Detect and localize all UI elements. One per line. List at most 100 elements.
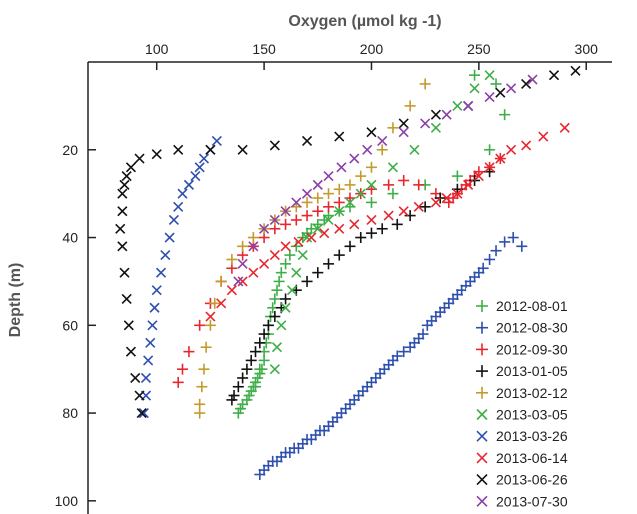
data-point — [190, 171, 201, 182]
data-point — [284, 249, 296, 261]
data-point — [275, 267, 287, 279]
data-point — [258, 354, 270, 366]
data-point — [134, 153, 145, 164]
data-point — [323, 258, 335, 270]
legend-label: 2012-09-30 — [496, 341, 568, 357]
data-point — [469, 69, 481, 81]
y-tick-label: 20 — [62, 142, 78, 158]
data-point — [473, 171, 484, 182]
x-tick-label: 300 — [575, 41, 599, 57]
data-point — [143, 355, 154, 366]
data-point — [398, 118, 409, 129]
data-point — [269, 214, 280, 226]
data-point — [505, 144, 517, 155]
data-point — [301, 232, 313, 243]
data-point — [280, 302, 291, 313]
data-point — [136, 408, 147, 419]
data-point — [419, 78, 431, 90]
series-2013-03-05 — [269, 70, 495, 375]
data-point — [176, 363, 188, 375]
data-point — [301, 135, 313, 147]
data-point — [200, 341, 212, 353]
data-point — [404, 341, 416, 353]
legend-marker — [476, 343, 488, 356]
data-point — [495, 153, 506, 164]
data-point — [441, 109, 452, 120]
data-point — [194, 407, 206, 419]
data-point — [204, 319, 216, 331]
data-point — [398, 206, 409, 217]
data-point — [226, 253, 238, 265]
x-tick-label: 100 — [145, 41, 169, 57]
data-point — [387, 162, 399, 173]
data-point — [140, 372, 152, 384]
data-point — [365, 161, 377, 173]
data-point — [336, 162, 347, 173]
data-point — [119, 179, 130, 190]
data-point — [376, 223, 388, 235]
series-2012-08-30 — [254, 232, 528, 481]
data-point — [183, 179, 195, 190]
data-point — [119, 267, 130, 278]
data-point — [383, 179, 395, 191]
data-point — [259, 258, 270, 269]
y-tick-label: 40 — [62, 230, 78, 246]
legend-marker — [476, 386, 488, 399]
data-point — [271, 342, 283, 353]
data-point — [269, 311, 281, 323]
data-point — [130, 372, 141, 384]
data-point — [241, 363, 253, 375]
data-point — [205, 311, 216, 322]
data-point — [216, 298, 227, 309]
data-point — [312, 179, 323, 190]
legend-label: 2013-06-26 — [496, 472, 568, 488]
data-point — [125, 162, 137, 173]
data-point — [151, 285, 162, 296]
data-point — [570, 65, 581, 76]
data-point — [194, 162, 205, 173]
data-point — [290, 214, 302, 226]
data-point — [250, 346, 262, 358]
data-point — [559, 122, 570, 133]
data-point — [366, 127, 377, 138]
data-point — [121, 171, 132, 182]
data-point — [286, 285, 298, 296]
data-point — [280, 293, 292, 305]
data-point — [293, 236, 304, 247]
data-point — [280, 258, 292, 270]
data-point — [495, 87, 506, 98]
data-point — [484, 162, 495, 173]
data-point — [183, 346, 195, 358]
data-point — [291, 267, 302, 278]
x-axis-title: Oxygen (µmol kg -1) — [288, 13, 441, 30]
data-point — [441, 192, 452, 204]
x-tick-label: 200 — [360, 41, 384, 57]
data-point — [376, 144, 388, 156]
data-point — [173, 144, 184, 155]
data-point — [211, 135, 222, 147]
data-point — [258, 328, 270, 340]
data-point — [413, 201, 424, 212]
data-point — [349, 153, 360, 164]
data-point — [387, 122, 399, 134]
data-point — [344, 197, 356, 208]
data-point — [430, 122, 441, 133]
data-point — [355, 188, 366, 199]
data-point — [115, 223, 126, 234]
data-point — [177, 188, 188, 199]
data-point — [117, 241, 128, 252]
data-point — [269, 364, 280, 375]
data-point — [463, 179, 474, 190]
legend-item: 2013-03-05 — [476, 407, 568, 423]
data-point — [198, 363, 210, 375]
data-point — [237, 240, 249, 252]
legend-marker — [476, 408, 488, 421]
data-point — [484, 70, 495, 81]
data-point — [344, 179, 356, 191]
data-point — [237, 258, 248, 269]
data-point — [215, 275, 227, 287]
data-point — [334, 206, 345, 217]
data-point — [245, 354, 257, 366]
data-point — [269, 140, 280, 151]
